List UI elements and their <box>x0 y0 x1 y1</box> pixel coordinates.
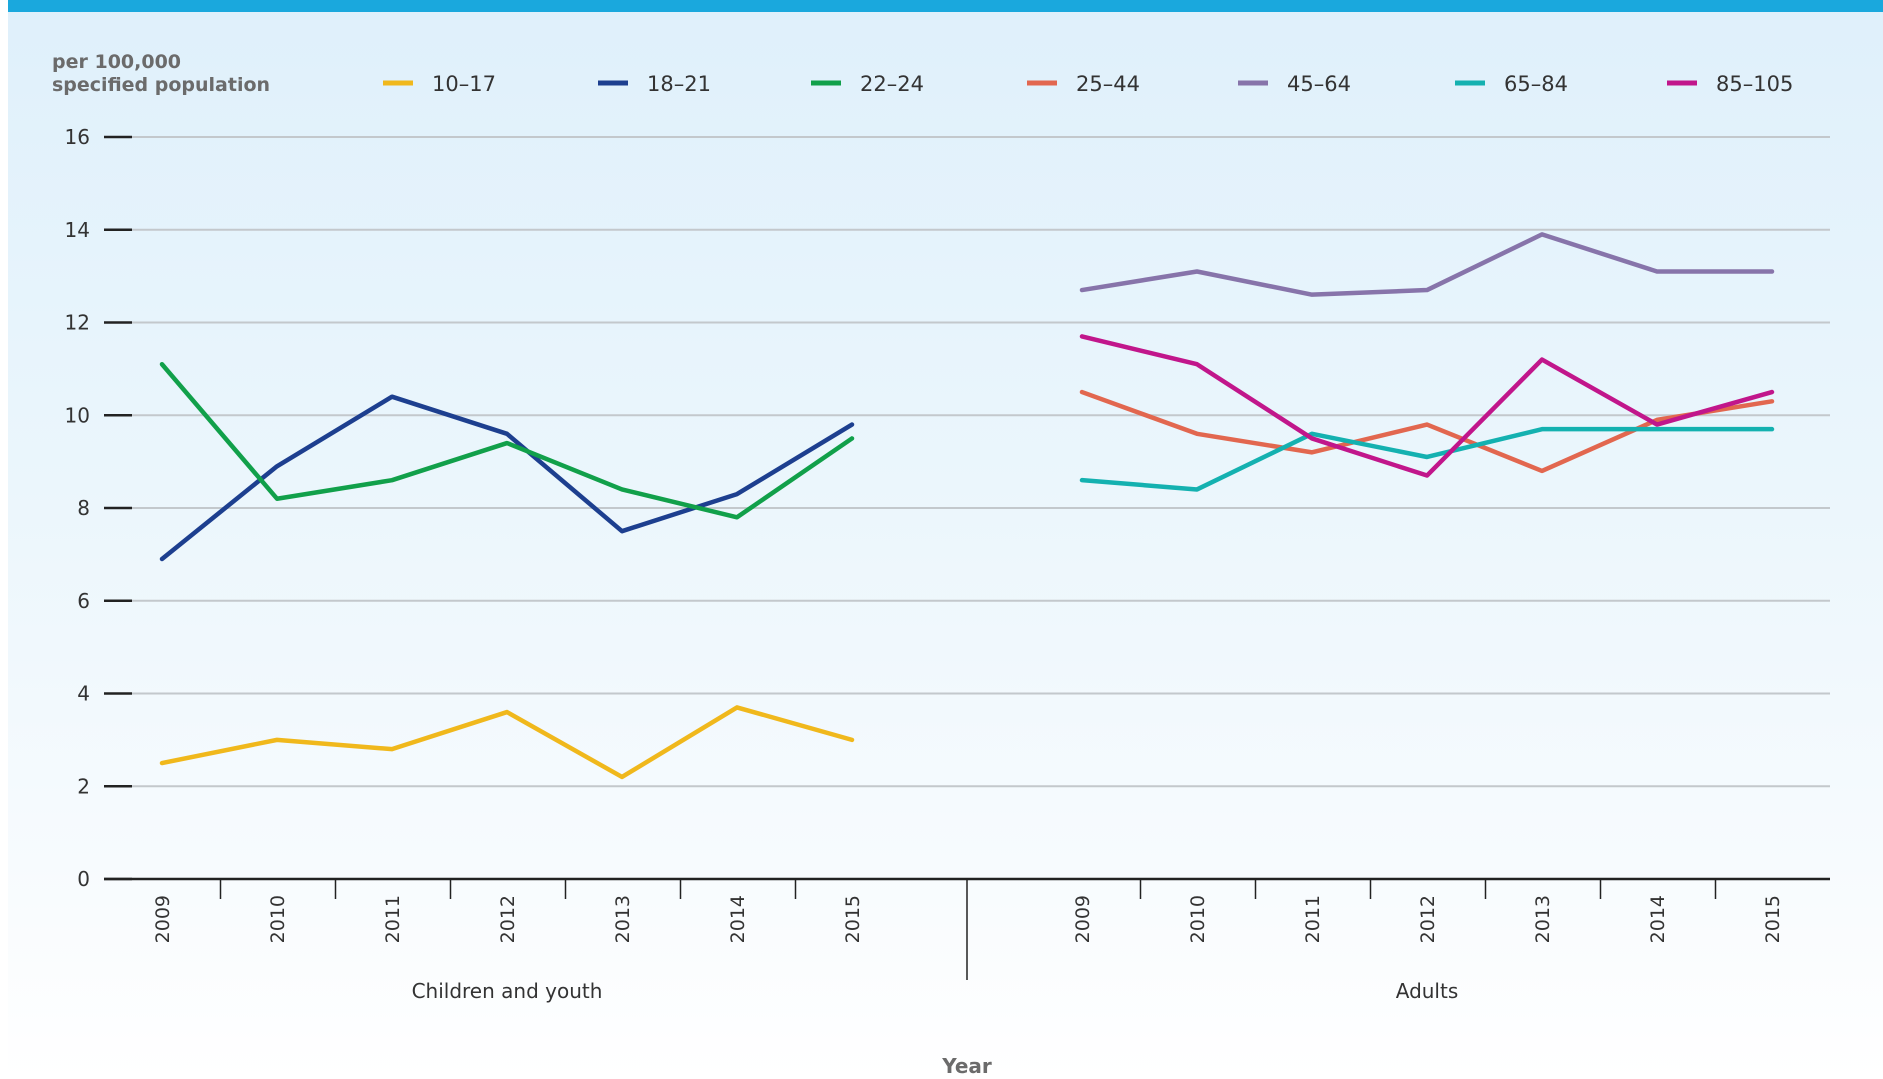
x-tick-label: 2014 <box>727 895 749 943</box>
legend-label: 85–105 <box>1716 72 1793 96</box>
y-tick-label: 4 <box>77 682 90 706</box>
y-axis-label-line: per 100,000 <box>52 51 181 73</box>
x-tick-label: 2013 <box>612 895 634 943</box>
legend-label: 22–24 <box>860 72 924 96</box>
legend-label: 25–44 <box>1076 72 1140 96</box>
legend-label: 45–64 <box>1287 72 1351 96</box>
series-line-10–17 <box>159 705 855 780</box>
group-label: Adults <box>1396 979 1459 1003</box>
x-tick-label: 2015 <box>1762 895 1784 943</box>
x-tick-label: 2010 <box>267 895 289 943</box>
y-tick-label: 0 <box>77 867 90 891</box>
y-tick-label: 8 <box>77 496 90 520</box>
y-tick-label: 12 <box>65 311 90 335</box>
y-tick-label: 6 <box>77 589 90 613</box>
y-tick-label: 16 <box>65 125 90 149</box>
chart-background <box>8 0 1883 1079</box>
x-tick-label: 2013 <box>1532 895 1554 943</box>
series-line-45–64 <box>1079 232 1775 297</box>
legend-label: 10–17 <box>432 72 496 96</box>
x-tick-label: 2014 <box>1647 895 1669 943</box>
x-tick-label: 2010 <box>1187 895 1209 943</box>
series-line-22–24 <box>159 361 855 520</box>
gridlines <box>130 136 1830 788</box>
y-axis: 0 2 4 6 8 10 12 14 16 <box>65 125 132 891</box>
y-axis-label: per 100,000 specified population <box>52 51 270 96</box>
series-line-85–105 <box>1079 334 1775 478</box>
group-label: Children and youth <box>412 979 603 1003</box>
series-line-65–84 <box>1079 426 1775 492</box>
x-tick-label: 2011 <box>1302 895 1324 943</box>
y-tick-label: 14 <box>65 218 90 242</box>
x-axis: 2009 2010 2011 2012 2013 2014 2015 Children and… <box>104 877 1830 1003</box>
y-tick-label: 10 <box>65 403 90 427</box>
series-lines <box>159 232 1775 780</box>
x-tick-label: 2011 <box>382 895 404 943</box>
legend: 10–17 18–21 22–24 25–44 45–64 65–84 85–105 <box>383 72 1793 96</box>
x-tick-label: 2015 <box>842 895 864 943</box>
legend-label: 65–84 <box>1504 72 1568 96</box>
top-accent-bar <box>8 0 1883 12</box>
x-tick-label: 2012 <box>1417 895 1439 943</box>
x-axis-label: Year <box>941 1054 992 1078</box>
legend-label: 18–21 <box>647 72 711 96</box>
series-line-18–21 <box>159 394 855 562</box>
y-axis-label-line: specified population <box>52 74 270 96</box>
y-tick-label: 2 <box>77 774 90 798</box>
x-tick-label: 2009 <box>152 895 174 943</box>
x-tick-label: 2012 <box>497 895 519 943</box>
x-tick-label: 2009 <box>1072 895 1094 943</box>
series-line-25–44 <box>1079 389 1775 474</box>
